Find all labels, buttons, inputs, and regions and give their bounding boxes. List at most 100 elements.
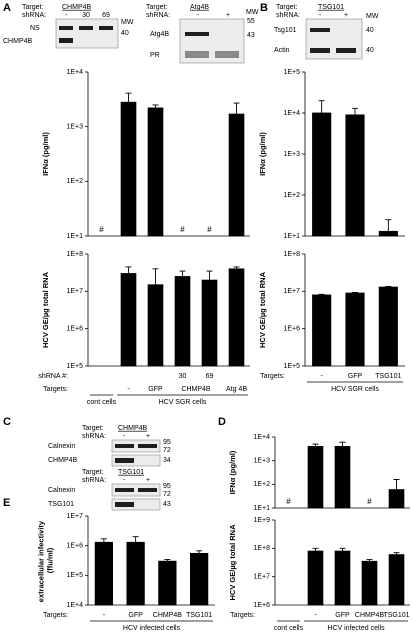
error-bar — [152, 104, 159, 108]
blot-band-label: Actin — [274, 47, 290, 54]
bar — [388, 489, 405, 509]
blot-lane: - — [197, 12, 200, 19]
blot-marker: 40 — [366, 27, 374, 34]
error-bar — [352, 292, 358, 294]
x-row-label: Targets: — [43, 386, 68, 393]
blot-band-label: NS — [30, 25, 40, 32]
blot-marker: 43 — [163, 501, 171, 508]
bar — [174, 276, 191, 367]
error-bar — [312, 443, 319, 447]
x-row-label: Targets: — [260, 373, 285, 380]
bar — [312, 112, 332, 237]
bar — [158, 560, 177, 606]
blot-tsg101-b: Target: TSG101 shRNA: - + MW 40 40 Tsg10… — [274, 4, 379, 60]
x-group-label: 30 — [179, 373, 187, 380]
error-bar — [196, 550, 203, 554]
y-tick-label: 1E+4 — [253, 434, 270, 441]
y-tick-label: 1E+2 — [253, 481, 270, 488]
error-bar — [393, 552, 400, 555]
blot-band-label: CHMP4B — [48, 457, 78, 464]
panel-letter: E — [3, 497, 10, 509]
blot-shrna-label: shRNA: — [276, 12, 300, 19]
blot-band — [336, 48, 356, 53]
blot-shrna-label: shRNA: — [82, 433, 106, 440]
blot-lane: + — [146, 477, 150, 484]
x-group-label: GFP — [128, 612, 143, 619]
blot-lane: 69 — [102, 12, 110, 19]
panel-letter: C — [3, 416, 11, 428]
blot-marker: 40 — [121, 30, 129, 37]
bar — [120, 101, 137, 237]
blot-target: CHMP4B — [118, 425, 148, 432]
y-tick-label: 1E+7 — [283, 288, 300, 295]
error-bar — [164, 559, 171, 562]
x-group-label: - — [127, 386, 130, 393]
blot-target-label: Target: — [22, 4, 43, 11]
blot-mw-label: MW — [121, 19, 134, 26]
y-tick-label: 1E+7 — [66, 513, 83, 520]
x-group-label: HCV SGR cells — [159, 399, 207, 406]
y-axis-title: extracellular infectivity (ffu/ml) — [36, 519, 54, 602]
blot-image — [111, 483, 161, 497]
blot-lane: + — [226, 12, 230, 19]
y-tick-label: 1E+3 — [283, 151, 300, 158]
blot-band — [99, 26, 113, 30]
blot-target-label: Target: — [82, 469, 103, 476]
y-axis-title: IFNα (pg/ml) — [258, 132, 267, 176]
x-group-label: cont cells — [87, 399, 117, 406]
error-bar — [352, 107, 358, 115]
bar — [345, 292, 365, 367]
x-group-label: CHMP4B — [355, 612, 385, 619]
blot-target-label: Target: — [276, 4, 297, 11]
blot-shrna-label: shRNA: — [146, 12, 170, 19]
bar — [94, 541, 114, 606]
blot-band — [79, 26, 93, 30]
y-tick-label: 1E+2 — [66, 178, 83, 185]
error-bar — [233, 266, 240, 269]
error-bar — [233, 102, 240, 115]
bar — [378, 286, 398, 367]
y-axis-title: HCV GE/µg total RNA — [41, 271, 50, 348]
x-row-label: Targets: — [230, 612, 255, 619]
x-group-label: CHMP4B — [181, 386, 211, 393]
bar — [120, 273, 137, 367]
blot-lane: + — [146, 433, 150, 440]
bar — [228, 113, 245, 237]
x-row-label: Targets: — [43, 612, 68, 619]
bar — [334, 446, 351, 509]
blot-band — [59, 38, 73, 43]
blot-target-label: Target: — [82, 425, 103, 432]
blot-band-label: PR — [150, 52, 160, 59]
blot-target-label: Target: — [146, 4, 167, 11]
y-tick-label: 1E+7 — [66, 288, 83, 295]
blot-band — [115, 488, 134, 492]
error-bar — [385, 286, 392, 288]
x-group-label: GFP — [335, 612, 350, 619]
blot-band — [115, 502, 134, 507]
y-tick-label: 1E+9 — [253, 517, 270, 524]
bar — [307, 446, 324, 509]
y-axis-title: IFNα (pg/ml) — [41, 132, 50, 176]
blot-band-label: Calnexin — [48, 443, 75, 450]
error-bar — [318, 100, 325, 113]
blot-marker: 72 — [163, 491, 171, 498]
x-group-label: Atg 4B — [226, 386, 247, 393]
x-group-label: GFP — [348, 373, 363, 380]
error-bar — [152, 268, 159, 285]
y-tick-label: 1E+2 — [283, 192, 300, 199]
bar — [147, 284, 164, 367]
blot-band-label: Tsg101 — [274, 27, 297, 34]
blot-atg4b: Target: Atg4B shRNA: - + MW 55 43 Atg4B … — [146, 4, 259, 64]
y-tick-label: 1E+5 — [283, 363, 300, 370]
blot-target: TSG101 — [118, 469, 144, 476]
blot-band — [185, 51, 209, 58]
error-bar — [125, 92, 132, 103]
blot-band-label: Calnexin — [48, 487, 75, 494]
symbol-label: # — [180, 225, 185, 234]
x-group-label: HCV infected cells — [123, 625, 181, 632]
blot-band-label: CHMP4B — [3, 38, 33, 45]
bar — [307, 550, 324, 606]
x-group-label: TSG101 — [375, 373, 401, 380]
blot-marker: 34 — [163, 457, 171, 464]
panel-letter: D — [218, 416, 226, 428]
